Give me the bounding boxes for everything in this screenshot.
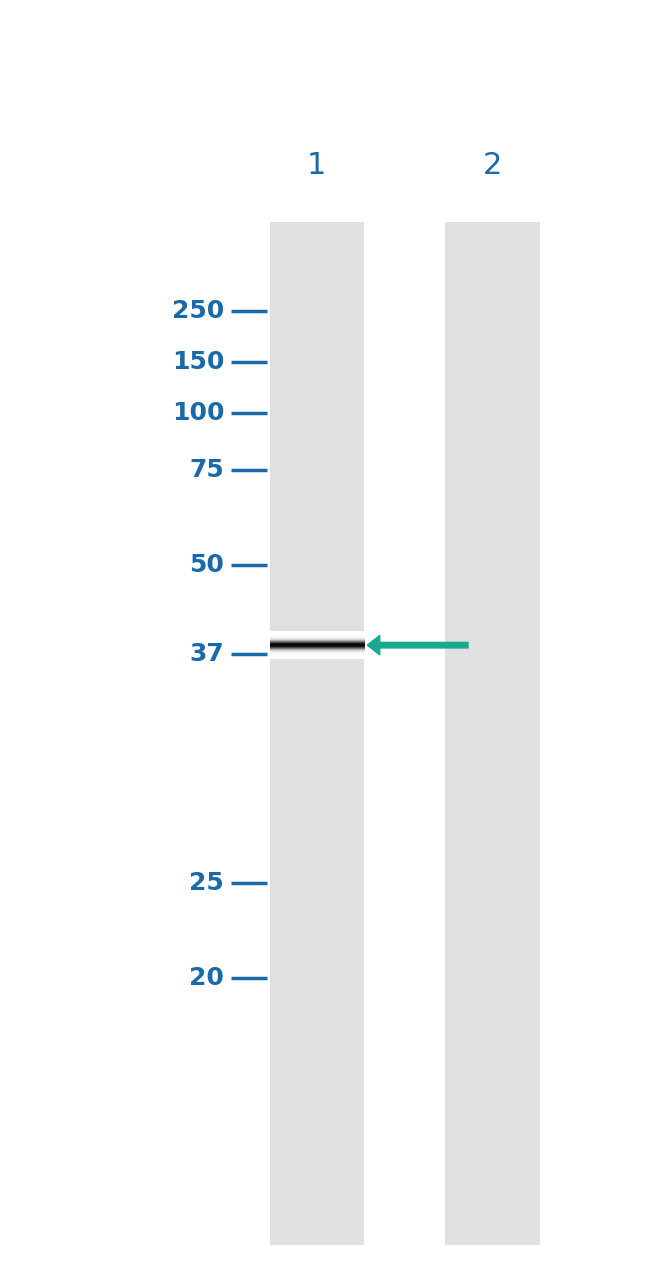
- Text: 20: 20: [189, 966, 224, 989]
- Text: 150: 150: [172, 351, 224, 373]
- Bar: [270, 222, 364, 1245]
- Text: 75: 75: [190, 458, 224, 481]
- Text: 2: 2: [483, 151, 502, 179]
- Text: 37: 37: [190, 643, 224, 665]
- Text: 25: 25: [190, 871, 224, 894]
- Text: 1: 1: [307, 151, 326, 179]
- Text: 100: 100: [172, 401, 224, 424]
- Text: 50: 50: [189, 554, 224, 577]
- Text: 250: 250: [172, 300, 224, 323]
- Bar: [445, 222, 540, 1245]
